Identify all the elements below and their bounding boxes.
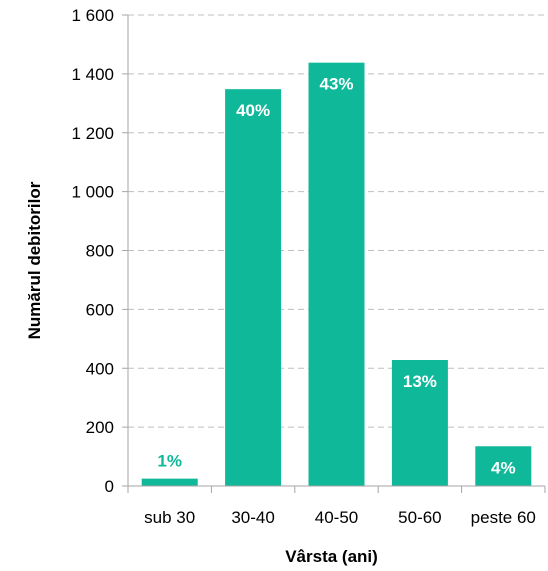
data-labels: 1% 40% 43% 13% 4% (157, 75, 515, 478)
axes (122, 14, 546, 493)
x-tick-label: peste 60 (471, 508, 536, 527)
x-tick-label: 40-50 (315, 508, 358, 527)
y-tick-label: 800 (86, 242, 114, 261)
x-tick-labels: sub 30 30-40 40-50 50-60 peste 60 (144, 508, 536, 527)
x-tick-label: sub 30 (144, 508, 195, 527)
y-tick-labels: 0 200 400 600 800 1 000 1 200 1 400 1 600 (71, 6, 114, 496)
y-tick-label: 400 (86, 359, 114, 378)
y-tick-label: 1 000 (71, 183, 114, 202)
y-tick-label: 1 600 (71, 6, 114, 25)
y-tick-label: 0 (105, 477, 114, 496)
data-label: 13% (403, 372, 437, 391)
x-tick-label: 50-60 (398, 508, 441, 527)
bar (141, 478, 198, 486)
data-label: 4% (491, 458, 516, 477)
data-label: 1% (157, 452, 182, 471)
y-tick-label: 1 200 (71, 124, 114, 143)
y-tick-label: 200 (86, 418, 114, 437)
bar (475, 446, 532, 486)
x-tick-label: 30-40 (231, 508, 274, 527)
data-label: 40% (236, 101, 270, 120)
x-axis-title: Vârsta (ani) (285, 547, 378, 566)
y-tick-label: 600 (86, 300, 114, 319)
data-label: 43% (319, 75, 353, 94)
y-axis-title: Numărul debitorilor (25, 181, 44, 339)
bars (141, 62, 532, 487)
bar (308, 62, 365, 486)
bar (225, 89, 282, 487)
bar (391, 360, 448, 486)
y-tick-label: 1 400 (71, 65, 114, 84)
